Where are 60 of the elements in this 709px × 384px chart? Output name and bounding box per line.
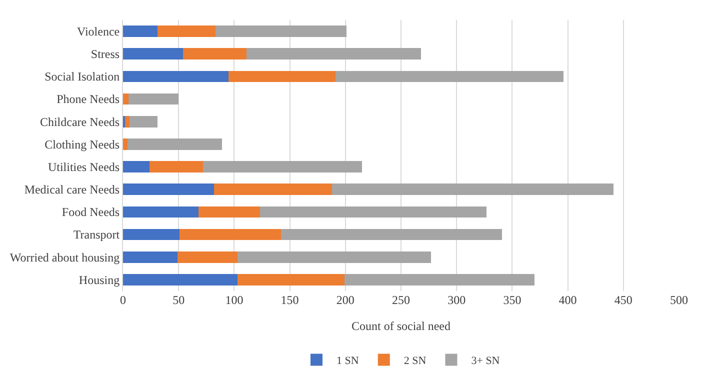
- x-tick-label: 100: [225, 293, 244, 307]
- x-tick-label: 300: [448, 293, 466, 307]
- bar: [150, 161, 204, 172]
- x-tick-label: 0: [120, 293, 126, 307]
- bar: [123, 70, 229, 82]
- y-tick-label: Food Needs: [62, 205, 120, 220]
- bar: [335, 70, 564, 82]
- bar: [203, 161, 362, 172]
- y-tick-label: Worried about housing: [10, 250, 120, 264]
- legend-label: 1 SN: [336, 354, 359, 367]
- y-tick-label: Medical care Needs: [24, 182, 120, 197]
- legend-label: 3+ SN: [471, 354, 500, 367]
- bar: [228, 70, 336, 82]
- y-tick-label: Phone Needs: [56, 92, 120, 106]
- bar: [123, 274, 238, 286]
- bar: [123, 206, 199, 218]
- y-tick-label: Stress: [90, 47, 120, 62]
- bar: [260, 206, 487, 218]
- x-tick-label: 500: [670, 293, 688, 307]
- x-tick-label: 450: [614, 293, 632, 307]
- bar: [344, 274, 534, 286]
- bar: [214, 184, 332, 196]
- y-tick-label: Transport: [73, 228, 120, 242]
- legend-label: 2 SN: [404, 354, 426, 367]
- bar: [128, 93, 179, 105]
- y-tick-label: Social Isolation: [44, 70, 120, 84]
- bar: [183, 48, 246, 60]
- x-axis-title: Count of social need: [352, 318, 450, 333]
- x-tick-label: 250: [392, 293, 410, 307]
- bar: [215, 26, 347, 37]
- bar: [123, 48, 184, 60]
- y-tick-label: Utilities Needs: [48, 160, 120, 174]
- bar: [130, 116, 158, 128]
- x-tick-label: 350: [503, 293, 522, 307]
- bar: [246, 48, 422, 60]
- bar: [238, 251, 432, 263]
- y-tick-label: Clothing Needs: [44, 137, 120, 152]
- bar: [238, 274, 344, 286]
- bar: [123, 184, 214, 196]
- bar: [180, 228, 281, 240]
- x-tick-label: 400: [558, 293, 577, 307]
- bar: [123, 228, 180, 240]
- bar: [123, 161, 150, 172]
- bar: [123, 138, 128, 150]
- y-tick-label: Violence: [77, 24, 120, 38]
- x-tick-label: 50: [172, 293, 185, 307]
- bar: [332, 184, 614, 196]
- bar: [198, 206, 260, 218]
- x-tick-label: 150: [280, 293, 299, 307]
- bar: [127, 138, 222, 150]
- x-tick-label: 200: [336, 293, 354, 307]
- bar: [177, 251, 238, 263]
- bar: [123, 251, 178, 263]
- y-tick-label: Childcare Needs: [40, 114, 120, 129]
- bar: [123, 26, 158, 37]
- bar: [123, 93, 129, 105]
- bar: [125, 116, 130, 128]
- y-tick-label: Housing: [78, 272, 120, 287]
- bar: [280, 228, 502, 240]
- bar: [157, 26, 216, 37]
